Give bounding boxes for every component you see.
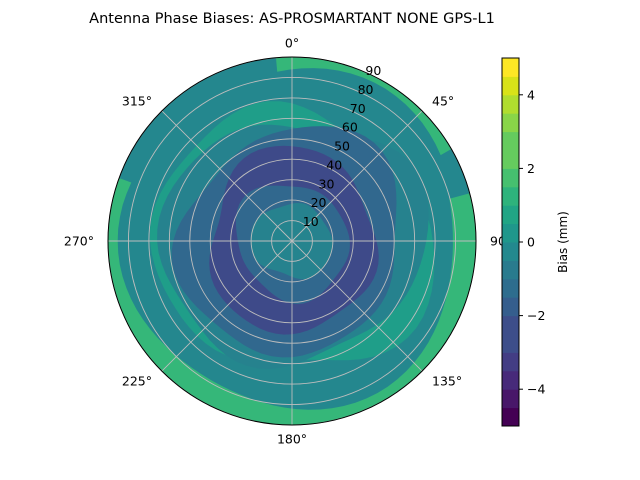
colorbar: −4 −2 0 2 4 Bias (mm)	[501, 57, 570, 427]
angular-gridline-225	[161, 240, 293, 372]
colorbar-tick-label: 2	[527, 161, 535, 176]
colorbar-level-block	[502, 76, 519, 96]
colorbar-level-block	[502, 297, 519, 317]
angle-tick-label: 0°	[285, 36, 299, 51]
radial-tick-label: 90	[365, 63, 381, 78]
colorbar-tick-label: 4	[527, 87, 535, 102]
radial-tick-label: 50	[334, 139, 350, 154]
radial-tick-label: 70	[350, 101, 366, 116]
colorbar-level-block	[502, 205, 519, 225]
colorbar-level-block	[502, 315, 519, 335]
colorbar-level-block	[502, 186, 519, 206]
colorbar-tick-label: −2	[527, 308, 545, 323]
colorbar-level-block	[502, 278, 519, 298]
colorbar-level-block	[502, 168, 519, 188]
radial-tick-label: 30	[319, 176, 335, 191]
colorbar-tick-label: −4	[527, 382, 545, 397]
angular-gridline-45	[291, 110, 423, 242]
colorbar-level-block	[502, 242, 519, 261]
colorbar-level-block	[502, 150, 519, 169]
radial-tick-label: 40	[326, 157, 342, 172]
colorbar-level-block	[502, 223, 519, 243]
radial-tick-label: 80	[358, 82, 374, 97]
radial-tick-label: 60	[342, 120, 358, 135]
colorbar-level-block	[502, 334, 519, 353]
colorbar-level-block	[502, 58, 519, 77]
angle-tick-label: 135°	[432, 374, 462, 389]
colorbar-level-block	[502, 260, 519, 280]
polar-plot-area: 0°45°90°135°180°225°270°315° 10203040506…	[64, 36, 512, 447]
angle-tick-label: 180°	[277, 432, 307, 447]
colorbar-level-block	[502, 352, 519, 372]
radial-tick-label: 20	[311, 195, 327, 210]
angular-gridline-135	[291, 240, 423, 372]
colorbar-label: Bias (mm)	[556, 211, 570, 273]
colorbar-level-block	[502, 113, 519, 133]
chart-title: Antenna Phase Biases: AS-PROSMARTANT NON…	[89, 11, 495, 27]
angle-tick-label: 315°	[122, 94, 152, 109]
colorbar-level-block	[502, 370, 519, 390]
colorbar-tick-label: 0	[527, 235, 535, 250]
colorbar-level-block	[502, 407, 519, 427]
angle-tick-label: 45°	[432, 94, 454, 109]
colorbar-level-block	[502, 94, 519, 114]
polar-spine	[107, 56, 477, 426]
radial-tick-label: 10	[303, 214, 319, 229]
colorbar-level-block	[502, 389, 519, 409]
angle-tick-label: 225°	[122, 374, 152, 389]
angular-gridline-315	[161, 110, 293, 242]
angle-tick-label: 270°	[64, 234, 94, 249]
colorbar-level-block	[502, 131, 519, 151]
